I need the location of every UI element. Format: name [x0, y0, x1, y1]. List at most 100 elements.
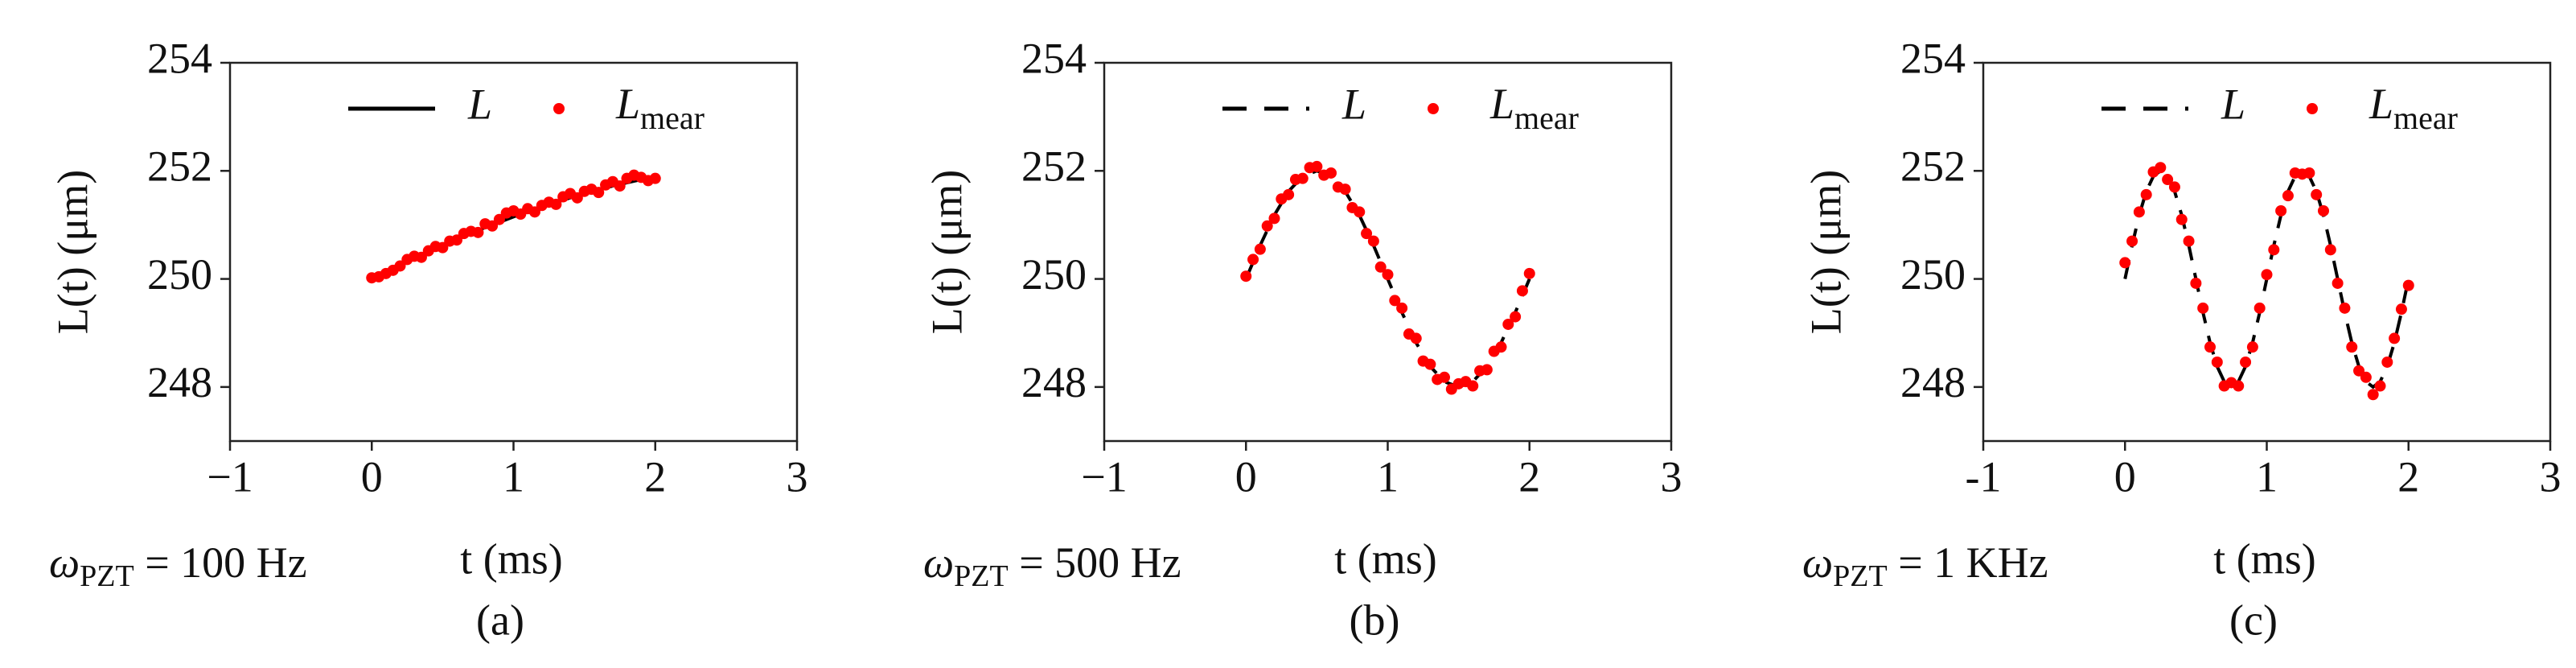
legend-marker — [2307, 103, 2318, 114]
y-tick-label: 250 — [1900, 250, 1966, 299]
y-axis-label: L(t) (μm) — [48, 170, 97, 334]
legend-marker — [1428, 103, 1439, 114]
data-point — [1283, 188, 1295, 200]
data-point — [1261, 220, 1273, 232]
data-point — [1410, 332, 1422, 344]
y-axis-label: L(t) (μm) — [922, 170, 971, 334]
data-point — [2275, 204, 2287, 216]
x-tick-label: 2 — [1518, 452, 1540, 501]
data-point — [2346, 341, 2358, 353]
data-point — [1495, 341, 1507, 353]
y-tick-label: 254 — [147, 34, 212, 82]
data-point — [1502, 318, 1514, 330]
annotation-text: = 1 KHz — [1888, 538, 2048, 587]
data-point — [2402, 279, 2414, 291]
data-point — [1361, 228, 1373, 240]
annotation: ωPZT = 1 KHz — [1802, 538, 2048, 592]
data-point — [2140, 188, 2152, 200]
data-point — [2367, 389, 2379, 401]
data-point — [649, 172, 661, 184]
data-point — [472, 226, 484, 238]
data-point — [2282, 190, 2294, 202]
legend-marker — [553, 103, 565, 114]
data-point — [2395, 303, 2407, 315]
data-point — [2204, 341, 2216, 353]
y-axis-label: L(t) (μm) — [1802, 170, 1850, 334]
data-point — [2339, 302, 2351, 314]
annotation-symbol: ω — [49, 538, 80, 587]
data-point — [2389, 332, 2401, 344]
data-point — [614, 180, 626, 192]
annotation-symbol: ω — [1802, 538, 1833, 587]
panel-label: (a) — [476, 596, 524, 644]
x-tick-label: -1 — [1966, 452, 2002, 501]
data-point — [1254, 243, 1266, 255]
fit-line — [371, 175, 656, 281]
annotation: ωPZT = 500 Hz — [923, 538, 1181, 592]
legend-label: L — [2221, 80, 2245, 128]
data-point — [2126, 235, 2138, 247]
legend-name: L — [2369, 80, 2393, 128]
data-point — [2332, 277, 2344, 289]
x-tick-label: 0 — [1235, 452, 1257, 501]
data-point — [2133, 206, 2145, 218]
x-tick-label: 1 — [503, 452, 524, 501]
panel-label: (c) — [2229, 596, 2278, 644]
legend-label: L — [1341, 80, 1366, 128]
legend-sub: mear — [2393, 100, 2458, 136]
data-point — [550, 198, 562, 210]
data-point — [1247, 254, 1259, 266]
x-tick-label: 3 — [2540, 452, 2562, 501]
x-tick-label: −1 — [207, 452, 253, 501]
plot-frame — [1103, 61, 1673, 443]
data-point — [2253, 302, 2266, 314]
annotation-sub: PZT — [954, 559, 1009, 593]
x-tick-label: 1 — [1377, 452, 1399, 501]
data-point — [2211, 356, 2223, 368]
data-point — [1339, 183, 1351, 196]
data-point — [2175, 213, 2188, 225]
y-tick-label: 248 — [1021, 358, 1087, 406]
y-tick-label: 252 — [147, 142, 212, 191]
y-tick-label: 248 — [147, 358, 212, 406]
annotation-text: = 500 Hz — [1009, 538, 1181, 587]
annotation-sub: PZT — [80, 559, 134, 593]
data-point — [2119, 257, 2131, 269]
data-point — [1354, 206, 1366, 218]
data-point — [2162, 174, 2174, 186]
y-tick-label: 254 — [1900, 34, 1966, 82]
x-tick-label: 2 — [2397, 452, 2419, 501]
x-axis-label: t (ms) — [1334, 534, 1437, 583]
data-point — [2233, 380, 2245, 392]
data-point — [1516, 285, 1528, 297]
legend-name: L — [1489, 80, 1514, 128]
data-point — [2168, 181, 2180, 193]
data-point — [2190, 277, 2202, 289]
annotation: ωPZT = 100 Hz — [49, 538, 307, 592]
data-point — [2303, 167, 2315, 179]
annotation-sub: PZT — [1833, 559, 1888, 593]
data-point — [1439, 371, 1450, 383]
y-tick-label: 250 — [1021, 250, 1087, 299]
data-point — [593, 187, 605, 199]
plot-frame — [228, 61, 799, 443]
x-tick-label: 2 — [644, 452, 666, 501]
x-tick-label: 0 — [2114, 452, 2136, 501]
data-point — [2197, 302, 2209, 314]
data-point — [1389, 295, 1401, 307]
data-point — [2268, 244, 2280, 256]
data-point — [1374, 261, 1387, 273]
data-point — [2155, 162, 2167, 174]
data-point — [1325, 167, 1337, 179]
data-point — [1382, 269, 1394, 281]
legend-label: Lmear — [1489, 80, 1579, 136]
annotation-text: = 100 Hz — [134, 538, 307, 587]
legend-label: L — [467, 80, 492, 128]
data-point — [1396, 302, 1408, 314]
data-point — [2324, 244, 2336, 256]
data-point — [2318, 204, 2329, 216]
data-point — [1240, 270, 1252, 282]
data-point — [1268, 212, 1280, 225]
data-point — [2183, 235, 2195, 247]
